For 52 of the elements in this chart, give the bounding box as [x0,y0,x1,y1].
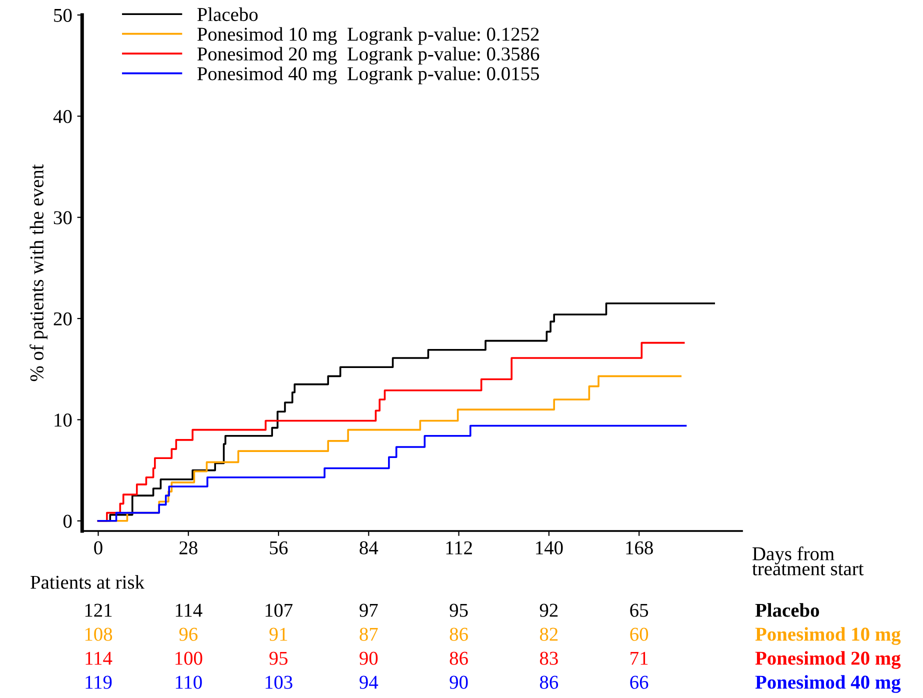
legend-label: Ponesimod 40 mg Logrank p-value: 0.0155 [197,66,539,84]
text: 100 [176,652,202,665]
x-tick-label: 0 [94,541,102,554]
x-tick-label: 112 [446,541,472,554]
text: 107 [266,604,293,617]
text: Ponesimod 20 mg [755,651,901,669]
text: 90 [450,676,468,689]
y-tick-label: 50 [54,8,72,22]
legend-label: Ponesimod 10 mg Logrank p-value: 0.1252 [197,27,539,45]
x-tick-label: 84 [360,541,378,554]
x-tick-label: 28 [180,541,198,554]
text: 87 [360,628,378,641]
text: 114 [86,652,112,665]
y-tick-label: 40 [53,110,72,124]
text: 119 [86,676,112,689]
text: 86 [450,628,468,641]
text: 60 [630,628,648,641]
x-tick-label: 168 [626,541,653,554]
text: 66 [630,676,648,689]
text: 92 [540,604,558,617]
legend-label: Ponesimod 20 mg Logrank p-value: 0.3586 [197,46,540,65]
y-tick-label: 30 [54,211,72,224]
text: 86 [450,652,468,665]
text: 65 [630,604,648,617]
x-axis-title: Days from treatment start [752,546,864,576]
text: 121 [85,604,112,617]
text: 83 [540,652,558,665]
y-tick-label: 20 [54,312,72,326]
text: 103 [266,676,292,689]
text: 94 [360,676,378,689]
text: 114 [176,604,202,617]
text: 97 [360,604,378,617]
text: 95 [269,652,288,665]
x-tick-label: 140 [536,541,563,554]
text: 108 [85,628,112,641]
text: 91 [269,628,288,641]
text: Ponesimod 10 mg [755,627,901,645]
legend-label: Placebo [197,7,258,22]
text: 71 [630,652,648,665]
y-axis-title: % of patients with the event [30,164,48,382]
text: Patients at risk [30,575,144,589]
x-tick-label: 56 [270,541,288,554]
text: 95 [450,604,468,617]
text: 90 [360,652,378,665]
text: 82 [540,628,558,641]
text: Ponesimod 40 mg [755,675,901,693]
text: Placebo [755,603,820,617]
y-tick-label: 0 [63,514,72,528]
y-tick-label: 10 [54,414,72,427]
text: 96 [179,628,198,641]
text: 86 [540,676,558,689]
text: 110 [176,676,202,689]
